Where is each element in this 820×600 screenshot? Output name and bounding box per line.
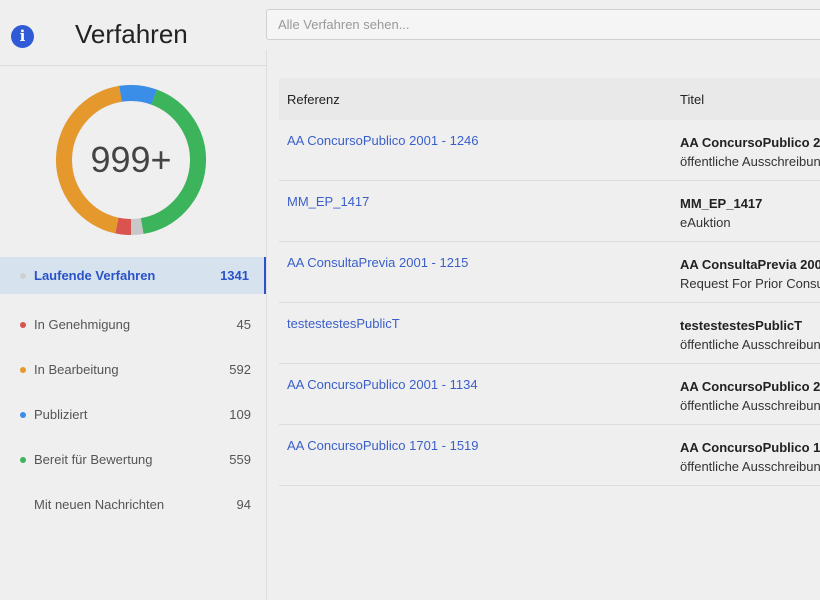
- reference-link[interactable]: AA ConcursoPublico 2001 - 1246: [287, 133, 479, 148]
- donut-segment: [56, 85, 122, 234]
- table-row[interactable]: testestestesPublicT testestestesPublicT …: [279, 303, 820, 364]
- donut-segment: [115, 217, 132, 235]
- procedure-type: eAuktion: [680, 215, 731, 230]
- status-label: Mit neuen Nachrichten: [34, 497, 165, 512]
- status-dot: [20, 321, 26, 328]
- status-dot: [20, 366, 26, 373]
- status-count: 45: [236, 317, 251, 332]
- table-row[interactable]: AA ConsultaPrevia 2001 - 1215 AA Consult…: [279, 242, 820, 303]
- column-header-reference[interactable]: Referenz: [287, 91, 340, 107]
- status-item-laufende-verfahren[interactable]: Laufende Verfahren 1341: [0, 257, 266, 294]
- status-item-mit-neuen-nachrichten[interactable]: Mit neuen Nachrichten 94: [0, 482, 266, 527]
- title-text: AA ConcursoPublico 2001 - 1134: [680, 379, 820, 394]
- status-label: In Genehmigung: [34, 317, 131, 332]
- title-text: testestestesPublicT: [680, 318, 803, 333]
- donut-segment: [140, 89, 206, 234]
- status-count: 559: [229, 452, 251, 467]
- title-cell: MM_EP_1417 eAuktion: [672, 181, 820, 241]
- procedure-type: öffentliche Ausschreibung: [680, 459, 820, 474]
- reference-link[interactable]: MM_EP_1417: [287, 194, 370, 209]
- procedure-type: öffentliche Ausschreibung: [680, 398, 820, 413]
- procedure-type: Request For Prior Consultation: [680, 276, 820, 291]
- title-cell: AA ConcursoPublico 1701 - 1519 öffentlic…: [672, 425, 820, 485]
- status-item-publiziert[interactable]: Publiziert 109: [0, 392, 266, 437]
- status-item-in-genehmigung[interactable]: In Genehmigung 45: [0, 302, 266, 347]
- title-text: MM_EP_1417: [680, 196, 763, 211]
- status-item-bereit-fuer-bewertung[interactable]: Bereit für Bewertung 559: [0, 437, 266, 482]
- header: i Verfahren: [0, 0, 266, 66]
- info-icon[interactable]: i: [11, 25, 34, 48]
- status-count: 109: [229, 407, 251, 422]
- procedure-type: öffentliche Ausschreibung: [680, 154, 820, 169]
- reference-link[interactable]: AA ConcursoPublico 2001 - 1134: [287, 377, 478, 392]
- status-label: Publiziert: [34, 407, 88, 422]
- title-text: AA ConcursoPublico 2001 - 1246: [680, 135, 820, 150]
- reference-link[interactable]: AA ConcursoPublico 1701 - 1519: [287, 438, 479, 453]
- title-text: AA ConcursoPublico 1701 - 1519: [680, 440, 820, 455]
- search-input[interactable]: [266, 9, 820, 40]
- title-cell: AA ConcursoPublico 2001 - 1246 öffentlic…: [672, 120, 820, 180]
- title-cell: testestestesPublicT öffentliche Ausschre…: [672, 303, 820, 363]
- table-row[interactable]: AA ConcursoPublico 1701 - 1519 AA Concur…: [279, 425, 820, 486]
- status-dot: [20, 272, 26, 279]
- procedures-table: Referenz Titel AA ConcursoPublico 2001 -…: [279, 78, 820, 486]
- page-title: Verfahren: [75, 19, 188, 49]
- column-header-title[interactable]: Titel: [680, 91, 705, 107]
- reference-link[interactable]: testestestesPublicT: [287, 316, 400, 331]
- status-label: In Bearbeitung: [34, 362, 119, 377]
- donut-segment: [119, 85, 157, 105]
- status-count: 1341: [220, 268, 249, 283]
- status-dot: [20, 411, 26, 418]
- reference-link[interactable]: AA ConsultaPrevia 2001 - 1215: [287, 255, 469, 270]
- procedure-type: öffentliche Ausschreibung: [680, 337, 820, 352]
- status-label: Laufende Verfahren: [34, 268, 156, 283]
- status-label: Bereit für Bewertung: [34, 452, 153, 467]
- title-text: AA ConsultaPrevia 2001 - 1215: [680, 257, 820, 272]
- table-row[interactable]: AA ConcursoPublico 2001 - 1246 AA Concur…: [279, 120, 820, 181]
- table-header: Referenz Titel: [279, 78, 820, 120]
- status-donut-chart: [56, 85, 206, 235]
- donut-segments: [56, 85, 206, 235]
- status-dot: [20, 456, 26, 463]
- status-item-in-bearbeitung[interactable]: In Bearbeitung 592: [0, 347, 266, 392]
- table-row[interactable]: MM_EP_1417 MM_EP_1417 eAuktion: [279, 181, 820, 242]
- table-row[interactable]: AA ConcursoPublico 2001 - 1134 AA Concur…: [279, 364, 820, 425]
- title-cell: AA ConsultaPrevia 2001 - 1215 Request Fo…: [672, 242, 820, 302]
- status-count: 592: [229, 362, 251, 377]
- vertical-divider: [266, 50, 267, 600]
- status-count: 94: [236, 497, 251, 512]
- status-filter-list: Laufende Verfahren 1341 In Genehmigung 4…: [0, 257, 266, 527]
- sidebar: 999+ Laufende Verfahren 1341 In Genehmig…: [0, 67, 266, 600]
- title-cell: AA ConcursoPublico 2001 - 1134 öffentlic…: [672, 364, 820, 424]
- total-count-label: 999+: [90, 139, 172, 180]
